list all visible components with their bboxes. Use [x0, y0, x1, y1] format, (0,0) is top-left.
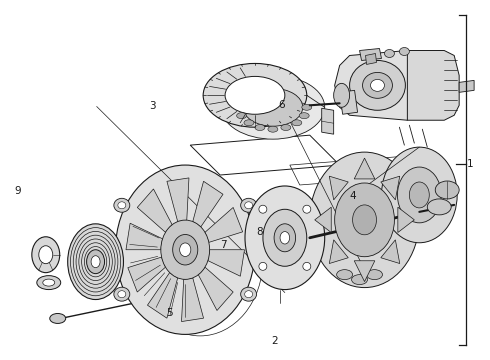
Ellipse shape: [68, 224, 123, 300]
Ellipse shape: [302, 104, 312, 110]
Text: 4: 4: [349, 191, 356, 201]
Polygon shape: [397, 50, 459, 120]
Ellipse shape: [245, 202, 253, 209]
Ellipse shape: [349, 60, 405, 110]
Ellipse shape: [244, 120, 254, 126]
Ellipse shape: [263, 209, 307, 266]
Polygon shape: [147, 273, 178, 318]
Polygon shape: [381, 176, 400, 200]
Polygon shape: [208, 250, 245, 276]
Polygon shape: [329, 240, 348, 264]
Ellipse shape: [225, 76, 285, 114]
Circle shape: [259, 262, 267, 270]
Ellipse shape: [161, 220, 210, 279]
Ellipse shape: [397, 167, 441, 223]
Ellipse shape: [50, 314, 66, 323]
Ellipse shape: [91, 256, 100, 268]
Ellipse shape: [39, 246, 53, 264]
Polygon shape: [181, 278, 203, 321]
Ellipse shape: [118, 202, 126, 209]
Ellipse shape: [335, 183, 394, 257]
Ellipse shape: [385, 50, 394, 58]
Ellipse shape: [367, 270, 383, 280]
Polygon shape: [354, 261, 375, 282]
Text: 1: 1: [467, 159, 474, 169]
Ellipse shape: [363, 72, 392, 98]
Ellipse shape: [118, 291, 126, 298]
Text: 8: 8: [256, 227, 263, 237]
Ellipse shape: [180, 243, 191, 257]
Polygon shape: [381, 240, 400, 264]
Ellipse shape: [310, 152, 419, 288]
Ellipse shape: [353, 205, 376, 235]
Ellipse shape: [409, 182, 429, 208]
Ellipse shape: [116, 165, 255, 334]
Ellipse shape: [243, 88, 303, 126]
Polygon shape: [354, 158, 375, 179]
Polygon shape: [193, 181, 223, 227]
Polygon shape: [205, 207, 243, 242]
Ellipse shape: [281, 125, 291, 131]
Polygon shape: [167, 178, 189, 221]
Ellipse shape: [280, 231, 290, 244]
Polygon shape: [137, 189, 172, 232]
Text: 2: 2: [271, 336, 278, 346]
Circle shape: [303, 262, 311, 270]
Ellipse shape: [237, 113, 246, 119]
Polygon shape: [126, 223, 163, 250]
Ellipse shape: [255, 125, 265, 131]
Text: 9: 9: [15, 186, 22, 196]
Ellipse shape: [87, 250, 104, 274]
Circle shape: [303, 205, 311, 213]
Ellipse shape: [32, 237, 60, 273]
Ellipse shape: [172, 234, 198, 265]
Ellipse shape: [241, 198, 257, 212]
Ellipse shape: [274, 224, 295, 252]
Ellipse shape: [435, 181, 459, 199]
Polygon shape: [459, 80, 474, 92]
Ellipse shape: [334, 84, 349, 107]
Ellipse shape: [292, 120, 302, 126]
Ellipse shape: [399, 48, 409, 55]
Ellipse shape: [114, 198, 130, 212]
Polygon shape: [360, 49, 382, 60]
Polygon shape: [366, 54, 376, 64]
Polygon shape: [315, 207, 331, 233]
Ellipse shape: [114, 287, 130, 301]
Ellipse shape: [352, 275, 368, 285]
Text: 6: 6: [278, 100, 285, 110]
Ellipse shape: [337, 270, 353, 280]
Ellipse shape: [299, 113, 309, 119]
Ellipse shape: [370, 80, 385, 91]
Polygon shape: [329, 176, 348, 200]
Polygon shape: [128, 257, 166, 292]
Polygon shape: [198, 267, 233, 310]
Ellipse shape: [203, 63, 307, 127]
Text: 5: 5: [166, 308, 172, 318]
Text: 3: 3: [149, 102, 155, 112]
Ellipse shape: [241, 287, 257, 301]
Ellipse shape: [43, 279, 55, 286]
Ellipse shape: [382, 147, 457, 243]
Ellipse shape: [37, 276, 61, 289]
Text: 7: 7: [220, 239, 226, 249]
Ellipse shape: [221, 75, 325, 139]
Ellipse shape: [427, 199, 451, 215]
Ellipse shape: [245, 291, 253, 298]
Polygon shape: [398, 207, 415, 233]
Polygon shape: [335, 50, 407, 120]
Ellipse shape: [245, 186, 325, 289]
Ellipse shape: [268, 126, 278, 132]
Polygon shape: [322, 108, 334, 134]
Circle shape: [259, 205, 267, 213]
Polygon shape: [340, 90, 358, 114]
